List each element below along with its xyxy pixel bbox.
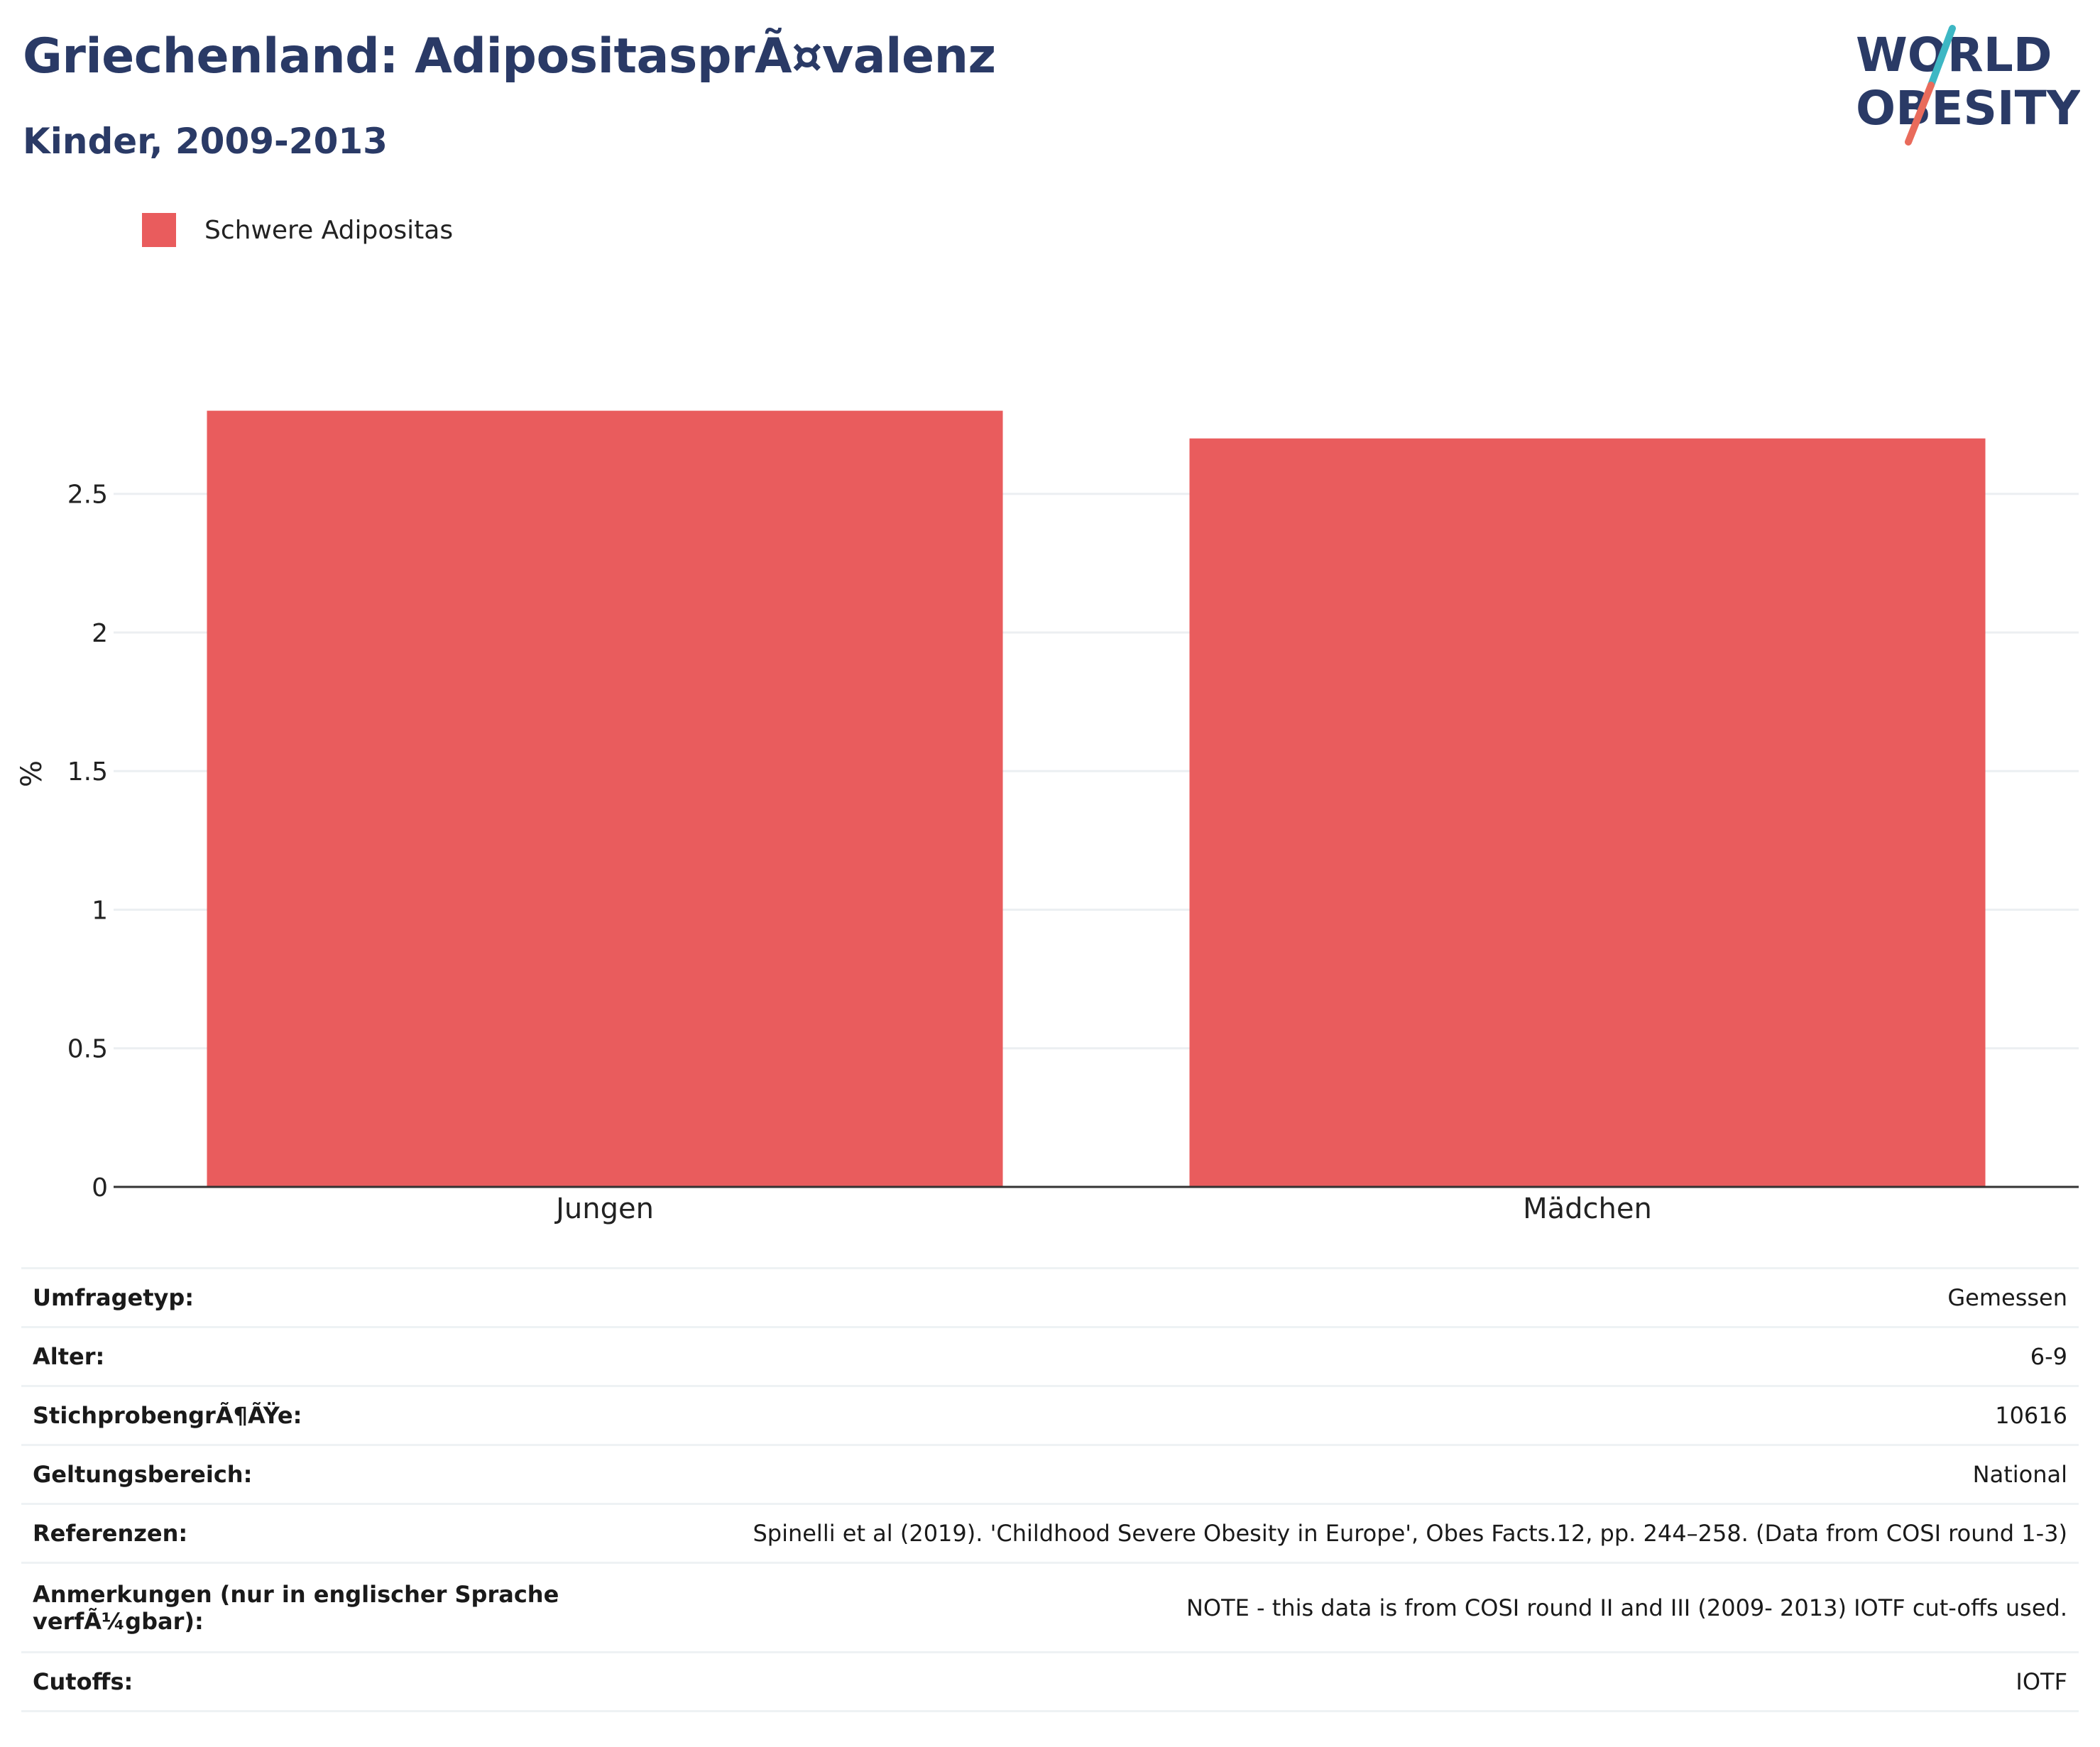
info-row: Geltungsbereich: National bbox=[21, 1444, 2079, 1504]
chart-title: Griechenland: AdipositasprÃ¤valenz bbox=[23, 28, 996, 84]
bar-1[interactable] bbox=[1189, 438, 1986, 1187]
info-value: NOTE - this data is from COSI round II a… bbox=[584, 1562, 2079, 1653]
info-value: Gemessen bbox=[584, 1267, 2079, 1327]
y-tick-label: 0 bbox=[92, 1173, 108, 1203]
world-obesity-logo: WORLD OBESITY bbox=[1856, 25, 2080, 146]
info-row: Alter: 6-9 bbox=[21, 1326, 2079, 1386]
info-key: Anmerkungen (nur in englischer Sprache v… bbox=[21, 1562, 584, 1653]
logo-text-obesity: OBESITY bbox=[1856, 81, 2080, 136]
info-key: StichprobengrÃ¶ÃŸe: bbox=[21, 1385, 584, 1445]
info-key: Referenzen: bbox=[21, 1503, 584, 1563]
info-value: 6-9 bbox=[584, 1326, 2079, 1386]
info-value: Spinelli et al (2019). 'Childhood Severe… bbox=[584, 1503, 2079, 1563]
y-tick-label: 1 bbox=[92, 896, 108, 925]
info-row: Anmerkungen (nur in englischer Sprache v… bbox=[21, 1562, 2079, 1653]
y-tick-labels: 0 0.5 1 1.5 2 2.5 bbox=[67, 481, 108, 1203]
y-tick-label: 1.5 bbox=[67, 757, 108, 787]
y-axis-label: % bbox=[16, 760, 48, 787]
y-tick-label: 2 bbox=[92, 619, 108, 648]
info-row: Referenzen: Spinelli et al (2019). 'Child… bbox=[21, 1503, 2079, 1563]
info-key: Cutoffs: bbox=[21, 1651, 584, 1712]
info-row: Cutoffs: IOTF bbox=[21, 1651, 2079, 1712]
info-row: Umfragetyp: Gemessen bbox=[21, 1267, 2079, 1327]
y-tick-label: 0.5 bbox=[67, 1035, 108, 1064]
bars bbox=[207, 410, 1986, 1187]
info-table: Umfragetyp: Gemessen Alter: 6-9 Stichprobeng… bbox=[21, 1267, 2079, 1712]
info-value: IOTF bbox=[584, 1651, 2079, 1712]
info-value: National bbox=[584, 1444, 2079, 1504]
info-value: 10616 bbox=[584, 1385, 2079, 1445]
info-row: StichprobengrÃ¶ÃŸe: 10616 bbox=[21, 1385, 2079, 1445]
bar-chart: 0 0.5 1 1.5 2 2.5 Jungen Mädchen % bbox=[16, 410, 2079, 1225]
info-key: Alter: bbox=[21, 1326, 584, 1386]
y-tick-label: 2.5 bbox=[67, 481, 108, 510]
x-tick-label: Mädchen bbox=[1523, 1193, 1652, 1225]
logo-slash-top bbox=[1927, 25, 1956, 89]
info-key: Geltungsbereich: bbox=[21, 1444, 584, 1504]
logo-text-world: WORLD bbox=[1856, 28, 2052, 82]
chart-legend[interactable]: Schwere Adipositas bbox=[142, 212, 453, 248]
legend-swatch bbox=[142, 213, 176, 247]
x-tick-labels: Jungen Mädchen bbox=[554, 1193, 1652, 1225]
logo-slash-bottom bbox=[1905, 82, 1935, 146]
chart-subtitle: Kinder, 2009-2013 bbox=[23, 121, 388, 162]
x-tick-label: Jungen bbox=[554, 1193, 654, 1225]
legend-label: Schwere Adipositas bbox=[204, 215, 454, 245]
bar-0[interactable] bbox=[207, 410, 1003, 1187]
info-key: Umfragetyp: bbox=[21, 1267, 584, 1327]
